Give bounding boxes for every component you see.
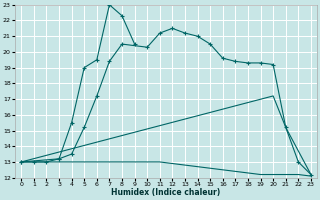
X-axis label: Humidex (Indice chaleur): Humidex (Indice chaleur) — [111, 188, 221, 197]
